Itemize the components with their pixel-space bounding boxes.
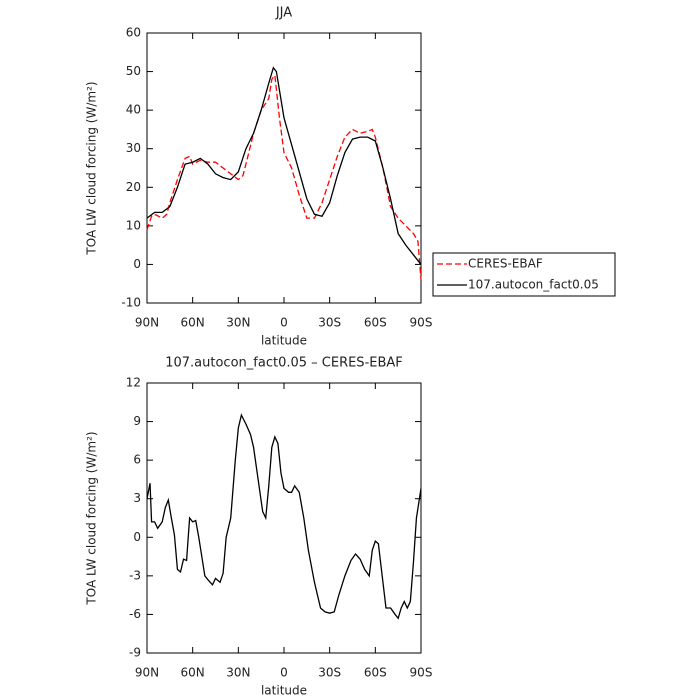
y-tick-label: 30 — [126, 141, 141, 155]
x-tick-label: 30S — [318, 316, 341, 330]
y-tick-label: -9 — [129, 646, 141, 660]
legend-label: CERES-EBAF — [468, 257, 543, 271]
y-tick-label: 3 — [133, 491, 141, 505]
data-line — [146, 66, 422, 265]
x-tick-label: 30N — [226, 666, 250, 680]
x-axis-label: latitude — [261, 334, 307, 348]
y-tick-label: -10 — [121, 296, 141, 310]
legend-label: 107.autocon_fact0.05 — [468, 278, 599, 292]
x-tick-label: 0 — [280, 316, 288, 330]
y-tick-label: 20 — [126, 180, 141, 194]
y-tick-label: 12 — [126, 376, 141, 390]
y-tick-label: 10 — [126, 218, 141, 232]
x-axis-label: latitude — [261, 684, 307, 698]
x-tick-label: 30N — [226, 316, 250, 330]
x-tick-label: 90S — [410, 666, 433, 680]
chart-title: 107.autocon_fact0.05 – CERES-EBAF — [165, 356, 403, 371]
data-line — [146, 413, 422, 620]
x-tick-label: 0 — [280, 666, 288, 680]
y-tick-label: -3 — [129, 568, 141, 582]
x-tick-label: 60S — [364, 316, 387, 330]
x-tick-label: 60S — [364, 666, 387, 680]
chart-title: JJA — [275, 6, 292, 21]
plot-frame — [146, 32, 422, 304]
x-tick-label: 60N — [181, 316, 205, 330]
y-tick-label: 6 — [133, 453, 141, 467]
y-tick-label: 0 — [133, 530, 141, 544]
x-tick-label: 90N — [135, 666, 159, 680]
y-tick-label: 0 — [133, 257, 141, 271]
data-line — [146, 73, 422, 280]
y-tick-label: -6 — [129, 607, 141, 621]
legend-box — [432, 252, 616, 297]
x-tick-label: 90S — [410, 316, 433, 330]
y-tick-label: 50 — [126, 64, 141, 78]
y-tick-label: 9 — [133, 414, 141, 428]
x-tick-label: 60N — [181, 666, 205, 680]
x-tick-label: 30S — [318, 666, 341, 680]
y-tick-label: 40 — [126, 103, 141, 117]
plot-frame — [146, 382, 422, 654]
y-axis-label: TOA LW cloud forcing (W/m²) — [85, 431, 99, 605]
x-tick-label: 90N — [135, 316, 159, 330]
y-tick-label: 60 — [126, 26, 141, 40]
y-axis-label: TOA LW cloud forcing (W/m²) — [85, 81, 99, 255]
